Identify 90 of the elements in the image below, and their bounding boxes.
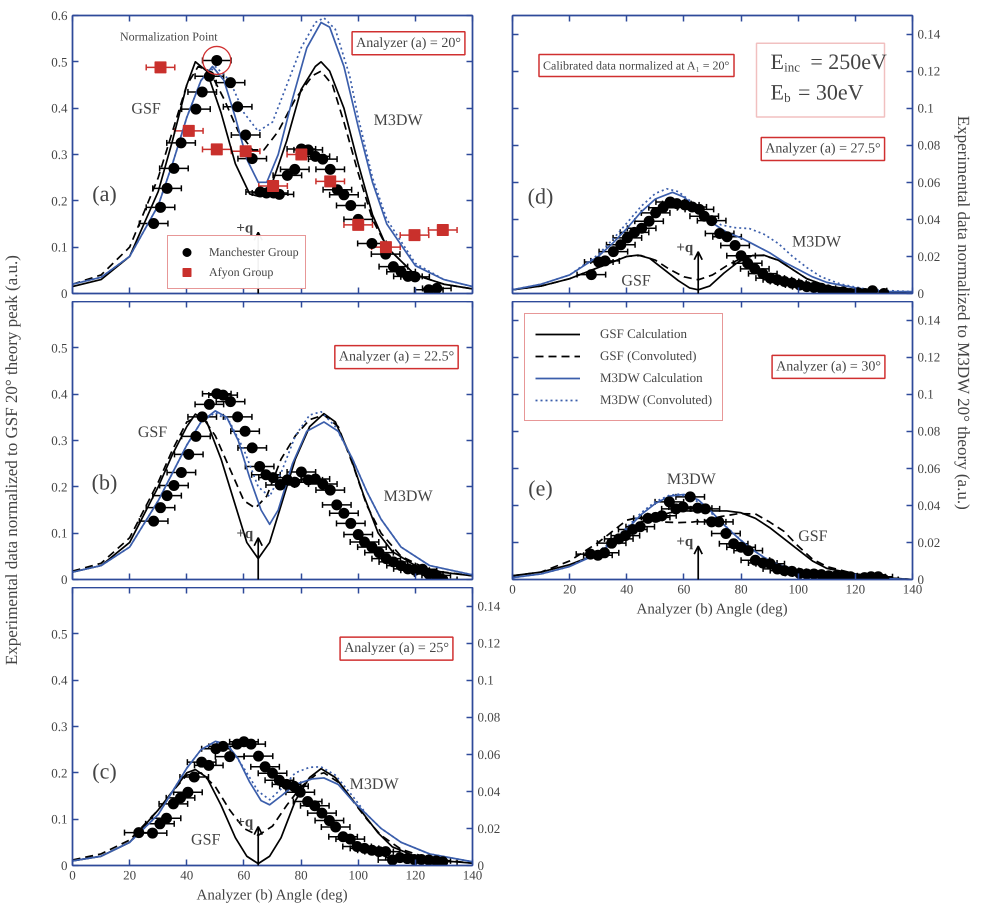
- y-tick-label: 0.2: [51, 765, 68, 780]
- annotation: (e): [528, 475, 553, 500]
- y-tick-label: 0.4: [51, 386, 68, 402]
- x-tick-label: 40: [180, 868, 194, 882]
- y-tick-label: 0.1: [918, 386, 934, 402]
- y-tick-label: 0.5: [51, 626, 68, 642]
- x-tick-label: 0: [509, 582, 516, 596]
- legend-label: M3DW (Convoluted): [600, 392, 712, 408]
- y-tick-label: 0.04: [918, 498, 941, 513]
- annotation: Analyzer (a) = 25°: [344, 641, 449, 656]
- y-tick-label: 0.1: [51, 240, 68, 255]
- y2-tick-label: 0.12: [478, 636, 500, 651]
- y-tick-label: 0.04: [918, 212, 941, 227]
- y-tick-label: 0.4: [51, 100, 68, 116]
- annotation: Analyzer (a) = 22.5°: [338, 350, 454, 365]
- y2-tick-label: 0.14: [478, 598, 501, 614]
- annotation: Analyzer (a) = 30°: [776, 359, 881, 374]
- annotation: M3DW: [666, 471, 717, 488]
- y2-tick-label: 0.1: [478, 672, 494, 688]
- x-tick-label: 120: [846, 582, 866, 596]
- legend-label: GSF (Convoluted): [600, 348, 696, 364]
- y-tick-label: 0.02: [918, 534, 940, 550]
- x-axis-title: Analyzer (b) Angle (deg): [636, 602, 788, 618]
- y-tick-label: 0.3: [51, 433, 68, 448]
- x-tick-label: 100: [788, 582, 808, 596]
- y2-tick-label: 0.08: [478, 710, 500, 725]
- y-tick-label: 0.1: [51, 526, 68, 541]
- ref-line-label: +q: [676, 534, 694, 550]
- y-axis-title: Experimental data normalized to GSF 20° theory peak (a.u.): [2, 255, 21, 666]
- annotation: M3DW: [350, 776, 400, 793]
- annotation: Analyzer (a) = 27.5°: [765, 141, 881, 156]
- annotation: Normalization Point: [120, 29, 218, 44]
- y-tick-label: 0.2: [51, 479, 68, 494]
- x-axis-title: Analyzer (b) Angle (deg): [196, 888, 348, 904]
- y-tick-label: 0.08: [918, 138, 940, 153]
- y-tick-label: 0.08: [918, 424, 940, 439]
- y-tick-label: 0.6: [51, 8, 68, 23]
- y-tick-label: 0.4: [51, 672, 68, 688]
- y-tick-label: 0: [61, 572, 68, 587]
- x-tick-label: 100: [348, 868, 368, 882]
- y-tick-label: 0: [61, 286, 68, 301]
- y-axis-title: Experimental data normalized to M3DW 20° theory (a.u.): [954, 116, 973, 510]
- x-tick-label: 80: [734, 582, 748, 596]
- y-tick-label: 0: [918, 286, 924, 301]
- annotation: M3DW: [792, 234, 842, 251]
- y-tick-label: 0.12: [918, 350, 940, 365]
- annotation: GSF: [138, 424, 168, 442]
- y-tick-label: 0.5: [51, 54, 68, 70]
- y-tick-label: 0.1: [51, 812, 68, 827]
- y-tick-label: 0.02: [918, 248, 940, 264]
- y2-tick-label: 0.04: [478, 784, 501, 799]
- y-tick-label: 0.12: [918, 64, 940, 79]
- annotation: (b): [92, 470, 118, 495]
- annotation: (d): [528, 184, 554, 209]
- legend-label: Afyon Group: [209, 264, 274, 280]
- y-tick-label: 0.3: [51, 147, 68, 162]
- x-tick-label: 40: [620, 582, 634, 596]
- y-tick-label: 0: [61, 858, 68, 873]
- y-tick-label: 0.06: [918, 460, 941, 476]
- annotation: Analyzer (a) = 20°: [356, 36, 461, 51]
- annotation: GSF: [131, 100, 161, 118]
- y2-tick-label: 0.06: [478, 746, 501, 762]
- annotation: GSF: [621, 272, 651, 290]
- x-tick-label: 80: [294, 868, 308, 882]
- annotation: GSF: [798, 528, 828, 545]
- ref-line-label: +q: [236, 220, 254, 236]
- y-tick-label: 0.5: [51, 340, 68, 356]
- annotation: M3DW: [384, 488, 434, 506]
- legend-label: M3DW Calculation: [600, 370, 703, 386]
- annotation: (a): [92, 180, 117, 206]
- annotation: M3DW: [374, 112, 424, 130]
- annotation: (c): [92, 758, 117, 784]
- annotation: GSF: [191, 831, 220, 848]
- y-tick-label: 0.06: [918, 174, 941, 190]
- ref-line-label: +q: [676, 240, 694, 256]
- x-tick-label: 120: [406, 868, 426, 882]
- x-tick-label: 20: [123, 868, 136, 882]
- legend-label: Manchester Group: [209, 244, 299, 260]
- y2-tick-label: 0.02: [478, 820, 500, 836]
- y-tick-label: 0.1: [918, 100, 934, 116]
- x-tick-label: 60: [677, 582, 690, 596]
- legend-label: GSF Calculation: [600, 326, 688, 342]
- y-tick-label: 0.2: [51, 193, 68, 208]
- y-tick-label: 0.14: [918, 26, 941, 42]
- x-tick-label: 60: [237, 868, 250, 882]
- ref-line-label: +q: [236, 814, 254, 831]
- y-tick-label: 0.14: [918, 312, 941, 328]
- annotation: Calibrated data normalized at A₁ = 20°: [542, 58, 730, 73]
- y-tick-label: 0.3: [51, 719, 68, 734]
- x-tick-label: 20: [563, 582, 576, 596]
